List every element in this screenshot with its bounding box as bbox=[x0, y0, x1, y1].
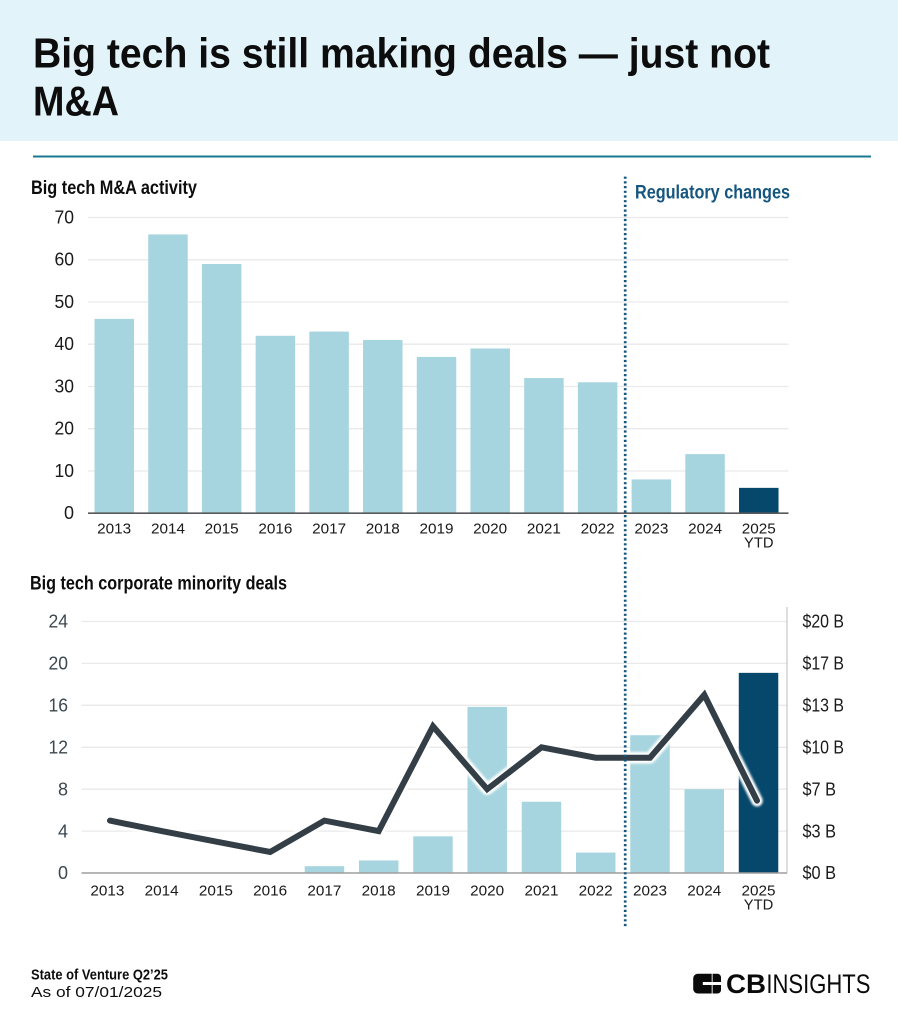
svg-text:2013: 2013 bbox=[90, 883, 124, 900]
svg-text:2017: 2017 bbox=[307, 883, 341, 900]
svg-text:Regulatory changes: Regulatory changes bbox=[635, 183, 790, 204]
svg-text:Big tech M&A activity: Big tech M&A activity bbox=[31, 178, 197, 199]
svg-text:INSIGHTS: INSIGHTS bbox=[766, 969, 870, 999]
svg-text:2023: 2023 bbox=[634, 521, 668, 538]
svg-text:12: 12 bbox=[49, 737, 69, 757]
svg-text:0: 0 bbox=[64, 503, 74, 523]
svg-text:2024: 2024 bbox=[687, 883, 721, 900]
svg-text:$10 B: $10 B bbox=[803, 737, 845, 757]
svg-text:State of Venture Q2’25: State of Venture Q2’25 bbox=[31, 967, 168, 984]
svg-text:Big tech is still making deals: Big tech is still making deals — just no… bbox=[33, 30, 770, 77]
svg-text:0: 0 bbox=[58, 863, 68, 883]
svg-text:$17 B: $17 B bbox=[803, 654, 845, 674]
svg-text:20: 20 bbox=[55, 419, 75, 439]
svg-text:60: 60 bbox=[55, 250, 75, 270]
svg-text:2016: 2016 bbox=[253, 883, 287, 900]
svg-text:2021: 2021 bbox=[525, 883, 559, 900]
svg-text:$7 B: $7 B bbox=[803, 779, 837, 799]
svg-text:2018: 2018 bbox=[362, 883, 396, 900]
svg-text:2020: 2020 bbox=[473, 521, 507, 538]
svg-text:24: 24 bbox=[49, 612, 69, 632]
svg-text:M&A: M&A bbox=[33, 78, 119, 125]
svg-text:As of 07/01/2025: As of 07/01/2025 bbox=[31, 984, 162, 1001]
svg-text:2015: 2015 bbox=[205, 521, 239, 538]
svg-text:2016: 2016 bbox=[258, 521, 292, 538]
svg-text:2014: 2014 bbox=[145, 883, 179, 900]
svg-text:4: 4 bbox=[58, 821, 68, 841]
svg-text:2025: 2025 bbox=[742, 521, 776, 538]
svg-text:2024: 2024 bbox=[688, 521, 722, 538]
svg-text:40: 40 bbox=[55, 334, 75, 354]
svg-text:2023: 2023 bbox=[633, 883, 667, 900]
svg-text:50: 50 bbox=[55, 292, 75, 312]
svg-text:CB: CB bbox=[726, 969, 766, 999]
svg-text:20: 20 bbox=[49, 654, 69, 674]
svg-text:2021: 2021 bbox=[527, 521, 561, 538]
svg-text:2014: 2014 bbox=[151, 521, 185, 538]
svg-text:$3 B: $3 B bbox=[803, 821, 837, 841]
svg-text:30: 30 bbox=[55, 376, 75, 396]
svg-text:2017: 2017 bbox=[312, 521, 346, 538]
svg-text:8: 8 bbox=[58, 779, 68, 799]
svg-text:2013: 2013 bbox=[97, 521, 131, 538]
svg-text:YTD: YTD bbox=[744, 897, 774, 914]
svg-text:70: 70 bbox=[55, 207, 75, 227]
svg-text:2019: 2019 bbox=[420, 521, 454, 538]
svg-text:2019: 2019 bbox=[416, 883, 450, 900]
svg-text:2022: 2022 bbox=[581, 521, 615, 538]
svg-text:$13 B: $13 B bbox=[803, 696, 845, 716]
svg-text:2025: 2025 bbox=[742, 883, 776, 900]
svg-text:$0 B: $0 B bbox=[803, 863, 837, 883]
svg-text:YTD: YTD bbox=[744, 535, 774, 552]
svg-text:2015: 2015 bbox=[199, 883, 233, 900]
svg-text:2020: 2020 bbox=[470, 883, 504, 900]
svg-text:2018: 2018 bbox=[366, 521, 400, 538]
svg-text:$20 B: $20 B bbox=[803, 612, 845, 632]
svg-text:2022: 2022 bbox=[579, 883, 613, 900]
svg-text:16: 16 bbox=[49, 696, 69, 716]
svg-text:10: 10 bbox=[55, 461, 75, 481]
svg-text:Big tech corporate minority de: Big tech corporate minority deals bbox=[30, 574, 287, 595]
